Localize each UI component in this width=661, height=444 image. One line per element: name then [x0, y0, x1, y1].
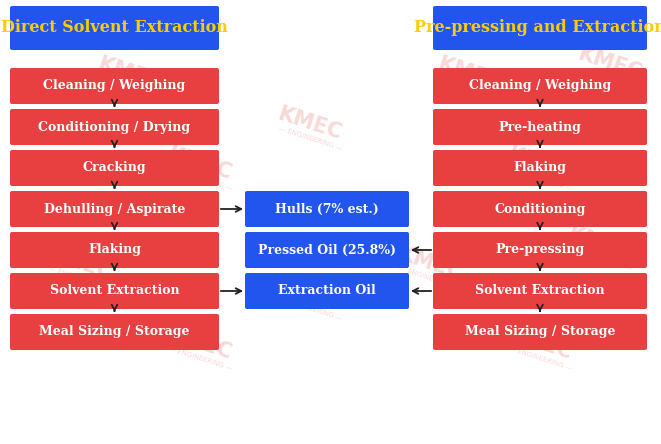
Text: KMEC: KMEC [95, 54, 165, 94]
Text: Pre-pressing: Pre-pressing [495, 243, 584, 257]
Text: Dehulling / Aspirate: Dehulling / Aspirate [44, 202, 185, 215]
Text: KMEC: KMEC [46, 244, 114, 284]
FancyBboxPatch shape [245, 191, 409, 227]
Text: KMEC: KMEC [276, 104, 344, 144]
Text: KMEC: KMEC [575, 44, 644, 84]
Text: Solvent Extraction: Solvent Extraction [475, 285, 605, 297]
Text: Cracking: Cracking [83, 162, 146, 174]
Text: Meal Sizing / Storage: Meal Sizing / Storage [465, 325, 615, 338]
Text: Flaking: Flaking [514, 162, 566, 174]
Text: — ENGINEERING —: — ENGINEERING — [567, 245, 633, 271]
Text: KMEC: KMEC [565, 224, 635, 264]
Text: KMEC: KMEC [436, 54, 504, 94]
FancyBboxPatch shape [433, 150, 647, 186]
FancyBboxPatch shape [245, 273, 409, 309]
Text: — ENGINEERING —: — ENGINEERING — [507, 345, 572, 371]
Text: KMEC: KMEC [276, 274, 344, 314]
Text: Direct Solvent Extraction: Direct Solvent Extraction [1, 20, 228, 36]
Text: Pressed Oil (25.8%): Pressed Oil (25.8%) [258, 243, 396, 257]
FancyBboxPatch shape [433, 273, 647, 309]
Text: KMEC: KMEC [165, 324, 235, 364]
Text: — ENGINEERING —: — ENGINEERING — [167, 165, 233, 191]
FancyBboxPatch shape [10, 314, 219, 350]
Text: Flaking: Flaking [88, 243, 141, 257]
FancyBboxPatch shape [10, 109, 219, 145]
Text: Conditioning: Conditioning [494, 202, 586, 215]
Text: Conditioning / Drying: Conditioning / Drying [38, 120, 190, 134]
Text: — ENGINEERING —: — ENGINEERING — [277, 125, 342, 151]
FancyBboxPatch shape [433, 191, 647, 227]
FancyBboxPatch shape [433, 109, 647, 145]
Text: KMEC: KMEC [165, 144, 235, 184]
Text: — ENGINEERING —: — ENGINEERING — [277, 295, 342, 321]
Text: Cleaning / Weighing: Cleaning / Weighing [44, 79, 186, 92]
FancyBboxPatch shape [10, 273, 219, 309]
FancyBboxPatch shape [10, 191, 219, 227]
Text: — ENGINEERING —: — ENGINEERING — [507, 165, 572, 191]
Text: Pre-pressing and Extraction: Pre-pressing and Extraction [414, 20, 661, 36]
Text: Hulls (7% est.): Hulls (7% est.) [275, 202, 379, 215]
Text: KMEC: KMEC [506, 144, 574, 184]
Text: Extraction Oil: Extraction Oil [278, 285, 376, 297]
FancyBboxPatch shape [433, 232, 647, 268]
Text: — ENGINEERING —: — ENGINEERING — [48, 265, 113, 291]
Text: Cleaning / Weighing: Cleaning / Weighing [469, 79, 611, 92]
Text: — ENGINEERING —: — ENGINEERING — [97, 75, 163, 101]
Text: KMEC: KMEC [395, 244, 465, 284]
FancyBboxPatch shape [10, 150, 219, 186]
Text: — ENGINEERING —: — ENGINEERING — [577, 65, 642, 91]
Text: — ENGINEERING —: — ENGINEERING — [397, 265, 463, 291]
Text: Pre-heating: Pre-heating [498, 120, 582, 134]
FancyBboxPatch shape [433, 314, 647, 350]
FancyBboxPatch shape [10, 68, 219, 104]
Text: — ENGINEERING —: — ENGINEERING — [438, 75, 503, 101]
Text: Meal Sizing / Storage: Meal Sizing / Storage [39, 325, 190, 338]
Text: — ENGINEERING —: — ENGINEERING — [167, 345, 233, 371]
FancyBboxPatch shape [433, 6, 647, 50]
FancyBboxPatch shape [245, 232, 409, 268]
Text: Solvent Extraction: Solvent Extraction [50, 285, 179, 297]
FancyBboxPatch shape [433, 68, 647, 104]
FancyBboxPatch shape [10, 6, 219, 50]
Text: KMEC: KMEC [506, 324, 574, 364]
FancyBboxPatch shape [10, 232, 219, 268]
